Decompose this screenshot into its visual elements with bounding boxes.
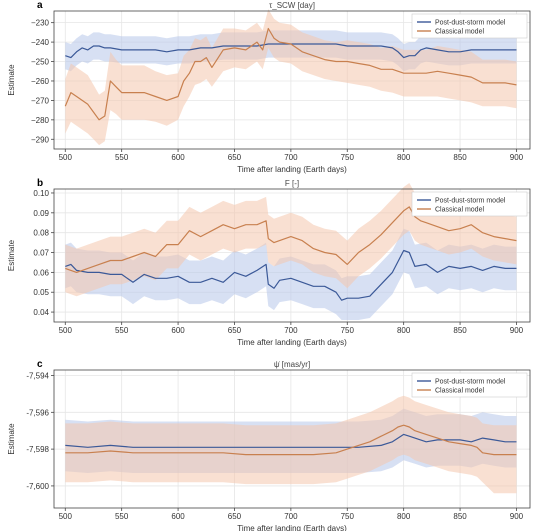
- y-axis-label: Estimate: [7, 423, 16, 455]
- x-tick-label: 700: [284, 512, 298, 521]
- series-line-classical: [65, 424, 517, 456]
- x-tick-label: 500: [59, 326, 73, 335]
- y-tick-label: -7,598: [26, 445, 49, 454]
- legend-label-post: Post-dust-storm model: [435, 20, 506, 27]
- x-tick-label: 550: [115, 153, 129, 162]
- x-tick-label: 850: [453, 326, 467, 335]
- x-tick-label: 550: [115, 326, 129, 335]
- legend-label-post: Post-dust-storm model: [435, 198, 506, 205]
- y-tick-label: -7,596: [26, 408, 49, 417]
- x-tick-label: 550: [115, 512, 129, 521]
- x-tick-label: 650: [228, 512, 242, 521]
- y-tick-label: −280: [31, 116, 50, 125]
- x-tick-label: 700: [284, 326, 298, 335]
- x-tick-label: 700: [284, 153, 298, 162]
- x-tick-label: 600: [171, 512, 185, 521]
- confidence-band-classical: [65, 395, 517, 494]
- x-tick-label: 500: [59, 512, 73, 521]
- panel-letter: a: [37, 0, 43, 11]
- plot-frame: [53, 10, 531, 150]
- legend-label-classical: Classical model: [435, 29, 484, 36]
- y-tick-label: 0.08: [33, 229, 49, 238]
- legend: Post-dust-storm model Classical model: [411, 372, 528, 398]
- x-tick-label: 850: [453, 153, 467, 162]
- x-tick-label: 750: [341, 326, 355, 335]
- series-line-post: [65, 43, 517, 59]
- x-tick-label: 600: [171, 326, 185, 335]
- panel-letter: c: [37, 359, 43, 370]
- y-tick-label: −290: [31, 135, 50, 144]
- y-tick-label: −270: [31, 96, 50, 105]
- y-tick-label: −240: [31, 38, 50, 47]
- panel-letter: b: [37, 178, 43, 189]
- x-tick-label: 800: [397, 512, 411, 521]
- panel-title: τ_SCW [day]: [269, 1, 315, 10]
- x-tick-label: 800: [397, 153, 411, 162]
- series-line-classical: [65, 206, 517, 273]
- y-tick-label: 0.04: [33, 308, 49, 317]
- y-tick-label: −260: [31, 77, 50, 86]
- series-line-post: [65, 249, 517, 301]
- y-tick-label: −250: [31, 58, 50, 67]
- panel-title: F [-]: [285, 179, 299, 188]
- plot-frame: [53, 369, 531, 509]
- x-tick-label: 650: [228, 153, 242, 162]
- plot-frame: [53, 188, 531, 323]
- x-axis-label: Time after landing (Earth days): [237, 338, 347, 347]
- confidence-band-classical: [65, 9, 517, 146]
- x-tick-label: 900: [510, 153, 524, 162]
- legend-box: [411, 13, 528, 39]
- panel-b: 500 550 600 650 700 750 800 850 900 0.04 0.05 0.06 0…: [7, 178, 531, 347]
- series-line-post: [65, 433, 517, 448]
- y-axis-label: Estimate: [7, 64, 16, 96]
- series-line-classical: [64, 27, 517, 121]
- x-tick-label: 900: [510, 512, 524, 521]
- x-tick-label: 750: [341, 153, 355, 162]
- x-tick-label: 650: [228, 326, 242, 335]
- x-axis-label: Time after landing (Earth days): [237, 524, 347, 531]
- panel-title: ψ̇ [mas/yr]: [274, 360, 310, 369]
- x-tick-label: 800: [397, 326, 411, 335]
- y-tick-label: -7,594: [26, 372, 49, 381]
- y-axis-label: Estimate: [7, 239, 16, 271]
- legend-label-post: Post-dust-storm model: [435, 379, 506, 386]
- panel-c: 500 550 600 650 700 750 800 850 900 -7,600 -7,598 -…: [7, 359, 531, 531]
- legend-label-classical: Classical model: [435, 388, 484, 395]
- y-tick-label: 0.05: [33, 288, 49, 297]
- y-tick-label: 0.09: [33, 209, 49, 218]
- x-tick-label: 900: [510, 326, 524, 335]
- y-tick-label: −230: [31, 19, 50, 28]
- legend-box: [411, 191, 528, 217]
- x-tick-label: 850: [453, 512, 467, 521]
- y-tick-label: 0.06: [33, 268, 49, 277]
- x-tick-label: 600: [171, 153, 185, 162]
- x-axis-label: Time after landing (Earth days): [237, 165, 347, 174]
- x-tick-label: 750: [341, 512, 355, 521]
- x-tick-label: 500: [59, 153, 73, 162]
- legend: Post-dust-storm model Classical model: [411, 191, 528, 217]
- legend-label-classical: Classical model: [435, 207, 484, 214]
- y-tick-label: 0.07: [33, 249, 49, 258]
- y-tick-label: 0.10: [33, 189, 49, 198]
- panel-a: 500 550 600 650 700 750 800 850 900 −290 −280 −270 −…: [7, 0, 531, 174]
- y-tick-label: -7,600: [26, 482, 49, 491]
- legend: Post-dust-storm model Classical model: [411, 13, 528, 39]
- legend-box: [411, 372, 528, 398]
